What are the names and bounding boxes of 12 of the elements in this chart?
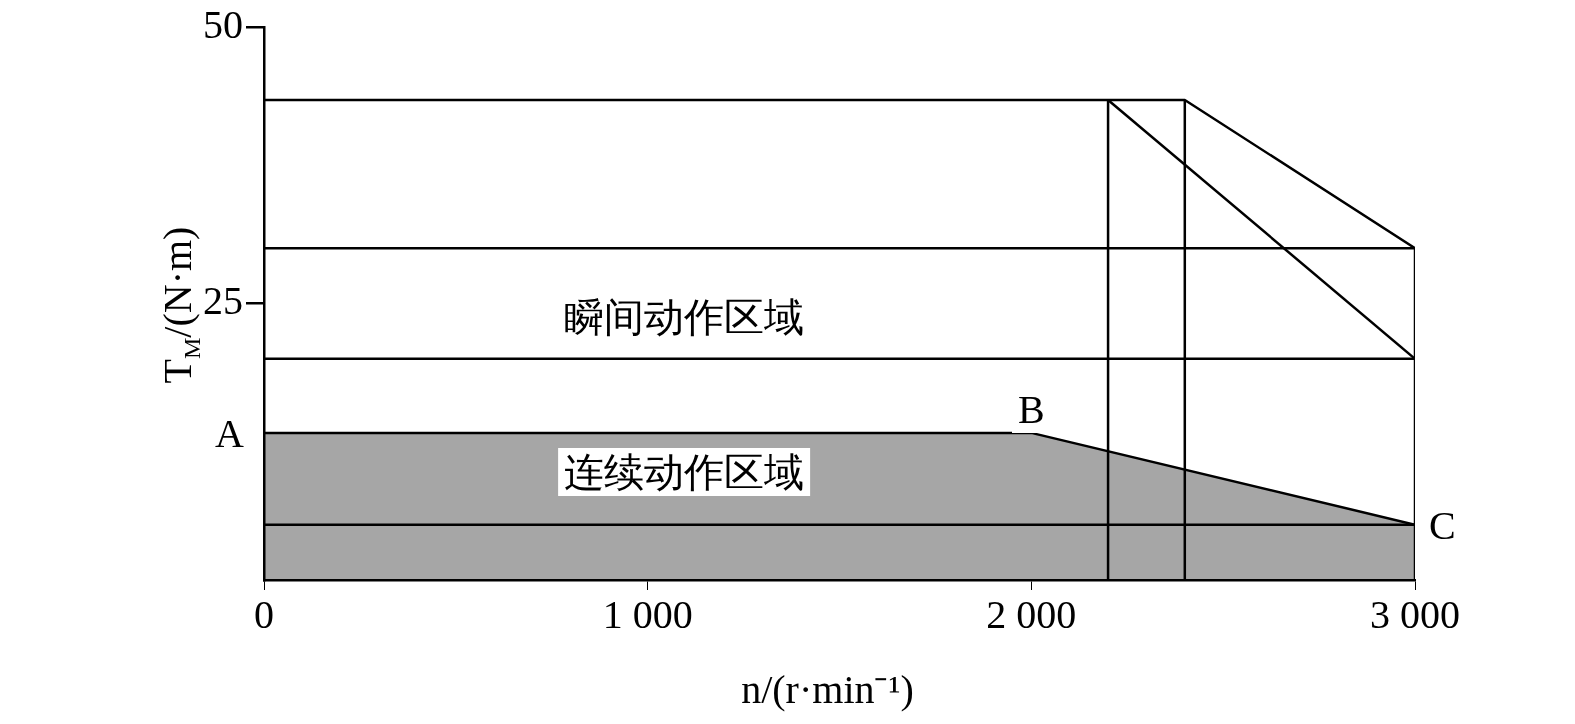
x-tick-label: 1 000 bbox=[602, 591, 693, 637]
annotation: 连续动作区域 bbox=[564, 449, 805, 495]
annotation: A bbox=[215, 410, 245, 456]
annotation: B bbox=[1017, 386, 1045, 432]
y-tick-label: 50 bbox=[203, 1, 243, 47]
x-tick-label: 3 000 bbox=[1370, 591, 1460, 637]
x-tick-label: 2 000 bbox=[986, 591, 1077, 637]
annotation: 瞬间动作区域 bbox=[564, 295, 805, 341]
x-tick-label: 0 bbox=[254, 591, 274, 637]
y-tick-label: 25 bbox=[203, 278, 243, 323]
annotation: C bbox=[1429, 502, 1456, 548]
x-axis-title: n/(r·min⁻¹) bbox=[740, 666, 915, 714]
